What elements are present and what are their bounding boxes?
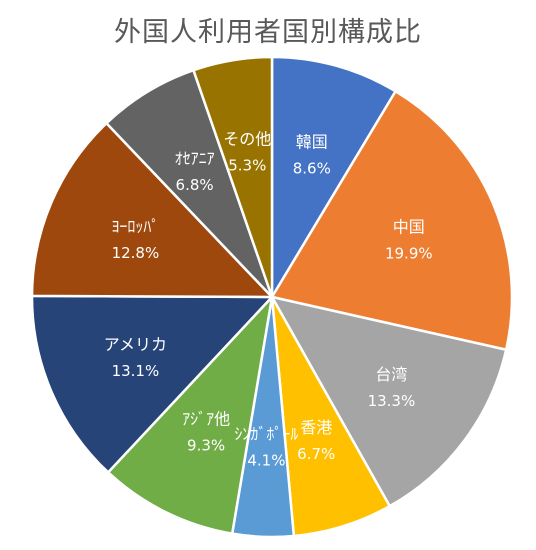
slice-category-label: 香港 [300,418,332,437]
slice-category-label: その他 [223,129,271,148]
slice-category-label: ｼﾝｶﾞﾎﾟｰﾙ [234,425,298,444]
slice-value-label: 13.1% [112,362,160,380]
slice-category-label: ﾖｰﾛｯﾊﾟ [111,217,159,236]
slice-category-label: 中国 [393,218,425,237]
slice-category-label: ｱｼﾞｱ他 [182,409,230,428]
pie-slice [270,295,508,508]
pie-labels: 韓国 8.6% 中国 19.9% 台湾 13.3% 香港 6.7%ｼﾝｶﾞﾎﾟｰﾙ 4.1% ｱｼ… [104,129,433,469]
pie-slice [270,55,397,299]
slice-value-label: 6.7% [297,445,335,463]
slice-value-label: 8.6% [293,160,331,178]
slice-category-label: 韓国 [296,133,328,152]
slice-value-label: 5.3% [228,156,266,174]
slice-value-label: 12.8% [112,244,160,262]
pie-slice [192,55,274,299]
pie-slice [30,121,274,299]
pie-slice [270,90,514,352]
slice-value-label: 4.1% [247,452,285,470]
slice-value-label: 9.3% [187,436,225,454]
slice-category-label: 台湾 [375,365,407,384]
slice-value-label: 6.8% [176,176,214,194]
slice-value-label: 13.3% [368,392,416,410]
pie-slices [30,55,514,539]
chart-title: 外国人利用者国別構成比 [114,17,422,48]
slice-value-label: 19.9% [385,245,433,263]
slice-category-label: ｵｾｱﾆｱ [175,149,215,168]
slice-category-label: アメリカ [104,335,167,354]
pie-slice [30,294,274,474]
pie-slice [106,295,274,535]
